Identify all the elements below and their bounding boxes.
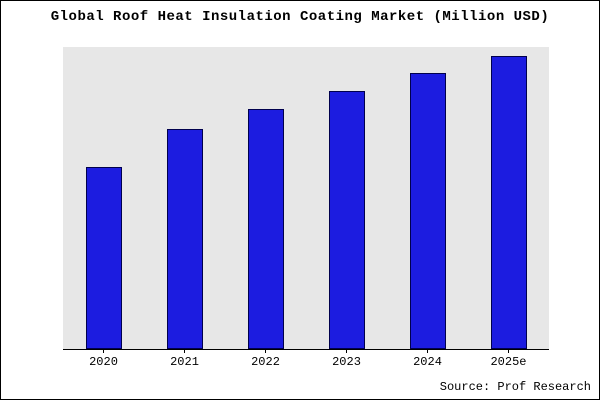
bar-slot-2020 [63,47,144,349]
bar-2020 [85,167,122,349]
x-label-slot-2024: 2024 [387,349,468,369]
bar-slot-2024 [387,47,468,349]
x-label-slot-2023: 2023 [306,349,387,369]
bar-slot-2021 [144,47,225,349]
bar-2022 [247,108,284,349]
bar-slot-2022 [225,47,306,349]
x-label-slot-2020: 2020 [63,349,144,369]
source-text: Source: Prof Research [439,380,591,394]
x-tick-label-2023: 2023 [332,355,361,369]
x-tick-label-2025e: 2025e [490,355,527,369]
x-tick-label-2022: 2022 [251,355,280,369]
x-tick [346,349,347,353]
plot-area [63,47,549,350]
x-label-slot-2021: 2021 [144,349,225,369]
bar-slot-2025e [468,47,549,349]
bar-2021 [166,129,203,349]
x-tick [508,349,509,353]
chart-title: Global Roof Heat Insulation Coating Mark… [50,9,550,25]
bar-2023 [328,90,365,349]
bar-2024 [409,73,446,349]
x-tick-label-2024: 2024 [413,355,442,369]
x-tick [265,349,266,353]
bar-2025e [490,55,527,349]
bar-slot-2023 [306,47,387,349]
x-tick [184,349,185,353]
x-tick [103,349,104,353]
x-tick-label-2020: 2020 [89,355,118,369]
x-tick [427,349,428,353]
x-tick-label-2021: 2021 [170,355,199,369]
x-axis-labels: 2020 2021 2022 2023 2024 2025e [63,349,549,369]
x-label-slot-2022: 2022 [225,349,306,369]
x-label-slot-2025e: 2025e [468,349,549,369]
